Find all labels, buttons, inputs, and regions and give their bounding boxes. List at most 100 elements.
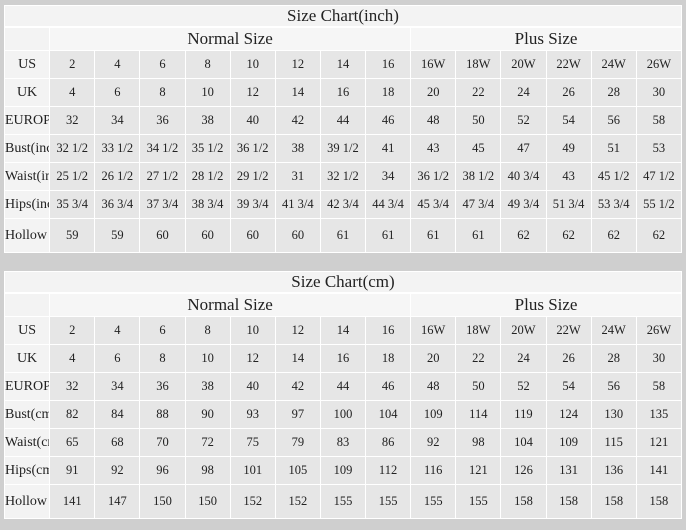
- size-value-cell: 91: [49, 456, 96, 485]
- size-value-cell: 126: [500, 456, 547, 485]
- size-value-cell: 46: [364, 372, 412, 401]
- size-value-cell: 16W: [410, 316, 457, 345]
- size-value-cell: 34 1/2: [139, 134, 186, 163]
- size-value-cell: 155: [364, 484, 412, 519]
- size-value-cell: 47 1/2: [635, 162, 683, 191]
- size-value-cell: 24: [500, 78, 547, 107]
- size-value-cell: 12: [229, 78, 276, 107]
- size-value-cell: 36 3/4: [94, 190, 141, 219]
- size-value-cell: 12: [274, 50, 321, 79]
- size-value-cell: 109: [545, 428, 592, 457]
- size-value-cell: 38: [274, 134, 321, 163]
- size-value-cell: 56: [590, 372, 637, 401]
- size-value-cell: 36 1/2: [229, 134, 276, 163]
- size-value-cell: 4: [49, 344, 96, 373]
- size-value-cell: 48: [410, 372, 457, 401]
- size-value-cell: 10: [229, 50, 276, 79]
- corner-cell: [3, 26, 51, 51]
- size-value-cell: 61: [410, 218, 457, 253]
- size-value-cell: 18: [364, 78, 412, 107]
- size-value-cell: 75: [229, 428, 276, 457]
- size-value-cell: 34: [364, 162, 412, 191]
- size-chart-cm: Size Chart(cm) Normal Size Plus Size US 2 4…: [3, 271, 683, 519]
- size-value-cell: 62: [500, 218, 547, 253]
- size-value-cell: 31: [274, 162, 321, 191]
- row-label: Hollow to Floor(inch): [3, 218, 51, 253]
- size-value-cell: 32 1/2: [49, 134, 96, 163]
- table-row: US 2 4 6 8 10 12 14 16 16W 18W 20W 22W 24W 26W: [3, 50, 683, 79]
- size-value-cell: 101: [229, 456, 276, 485]
- size-value-cell: 62: [545, 218, 592, 253]
- row-label: Bust(cm): [3, 400, 51, 429]
- size-value-cell: 45: [455, 134, 502, 163]
- size-value-cell: 18: [364, 344, 412, 373]
- size-value-cell: 36: [139, 372, 186, 401]
- size-value-cell: 52: [500, 372, 547, 401]
- size-value-cell: 59: [94, 218, 141, 253]
- size-value-cell: 26 1/2: [94, 162, 141, 191]
- size-value-cell: 105: [274, 456, 321, 485]
- row-label: Bust(inch): [3, 134, 51, 163]
- size-value-cell: 46: [364, 106, 412, 135]
- size-value-cell: 42 3/4: [319, 190, 367, 219]
- size-value-cell: 20: [410, 344, 457, 373]
- size-value-cell: 130: [590, 400, 637, 429]
- size-value-cell: 51: [590, 134, 637, 163]
- size-value-cell: 61: [364, 218, 412, 253]
- size-value-cell: 26W: [635, 50, 683, 79]
- row-label: UK: [3, 344, 51, 373]
- size-value-cell: 41 3/4: [274, 190, 321, 219]
- size-value-cell: 22W: [545, 316, 592, 345]
- size-value-cell: 88: [139, 400, 186, 429]
- size-value-cell: 24: [500, 344, 547, 373]
- row-label: EUROPE: [3, 106, 51, 135]
- size-value-cell: 6: [139, 50, 186, 79]
- size-value-cell: 82: [49, 400, 96, 429]
- size-value-cell: 41: [364, 134, 412, 163]
- size-value-cell: 36: [139, 106, 186, 135]
- size-value-cell: 62: [635, 218, 683, 253]
- group-plus-size: Plus Size: [410, 26, 682, 51]
- size-value-cell: 14: [319, 316, 367, 345]
- size-value-cell: 83: [319, 428, 367, 457]
- size-value-cell: 115: [590, 428, 637, 457]
- size-value-cell: 6: [94, 344, 141, 373]
- size-value-cell: 59: [49, 218, 96, 253]
- size-value-cell: 158: [500, 484, 547, 519]
- table-row: EUROPE3234363840424446485052545658: [3, 372, 683, 401]
- group-normal-size: Normal Size: [49, 292, 412, 317]
- size-value-cell: 30: [635, 344, 683, 373]
- size-value-cell: 96: [139, 456, 186, 485]
- table-row: Hollow to Floor(inch)5959606060606161616…: [3, 218, 683, 253]
- size-value-cell: 39 3/4: [229, 190, 276, 219]
- size-chart-inch: Size Chart(inch) Normal Size Plus Size US…: [3, 5, 683, 253]
- size-value-cell: 35 3/4: [49, 190, 96, 219]
- size-value-cell: 45 3/4: [410, 190, 457, 219]
- table-row: Bust(inch)32 1/233 1/234 1/235 1/236 1/2…: [3, 134, 683, 163]
- size-value-cell: 44: [319, 372, 367, 401]
- size-value-cell: 158: [545, 484, 592, 519]
- size-value-cell: 32: [49, 372, 96, 401]
- size-value-cell: 109: [410, 400, 457, 429]
- size-value-cell: 2: [49, 50, 96, 79]
- size-value-cell: 93: [229, 400, 276, 429]
- size-value-cell: 27 1/2: [139, 162, 186, 191]
- size-value-cell: 60: [229, 218, 276, 253]
- table-row: Waist(inch)25 1/226 1/227 1/228 1/229 1/…: [3, 162, 683, 191]
- chart-title: Size Chart(inch): [4, 5, 682, 28]
- size-value-cell: 38 3/4: [184, 190, 231, 219]
- size-value-cell: 60: [184, 218, 231, 253]
- size-value-cell: 32 1/2: [319, 162, 367, 191]
- size-value-cell: 109: [319, 456, 367, 485]
- size-value-cell: 141: [49, 484, 96, 519]
- size-value-cell: 147: [94, 484, 141, 519]
- size-value-cell: 39 1/2: [319, 134, 367, 163]
- size-value-cell: 121: [635, 428, 683, 457]
- size-value-cell: 155: [455, 484, 502, 519]
- size-value-cell: 35 1/2: [184, 134, 231, 163]
- size-value-cell: 136: [590, 456, 637, 485]
- size-value-cell: 26: [545, 344, 592, 373]
- size-value-cell: 4: [94, 50, 141, 79]
- size-value-cell: 6: [94, 78, 141, 107]
- size-value-cell: 79: [274, 428, 321, 457]
